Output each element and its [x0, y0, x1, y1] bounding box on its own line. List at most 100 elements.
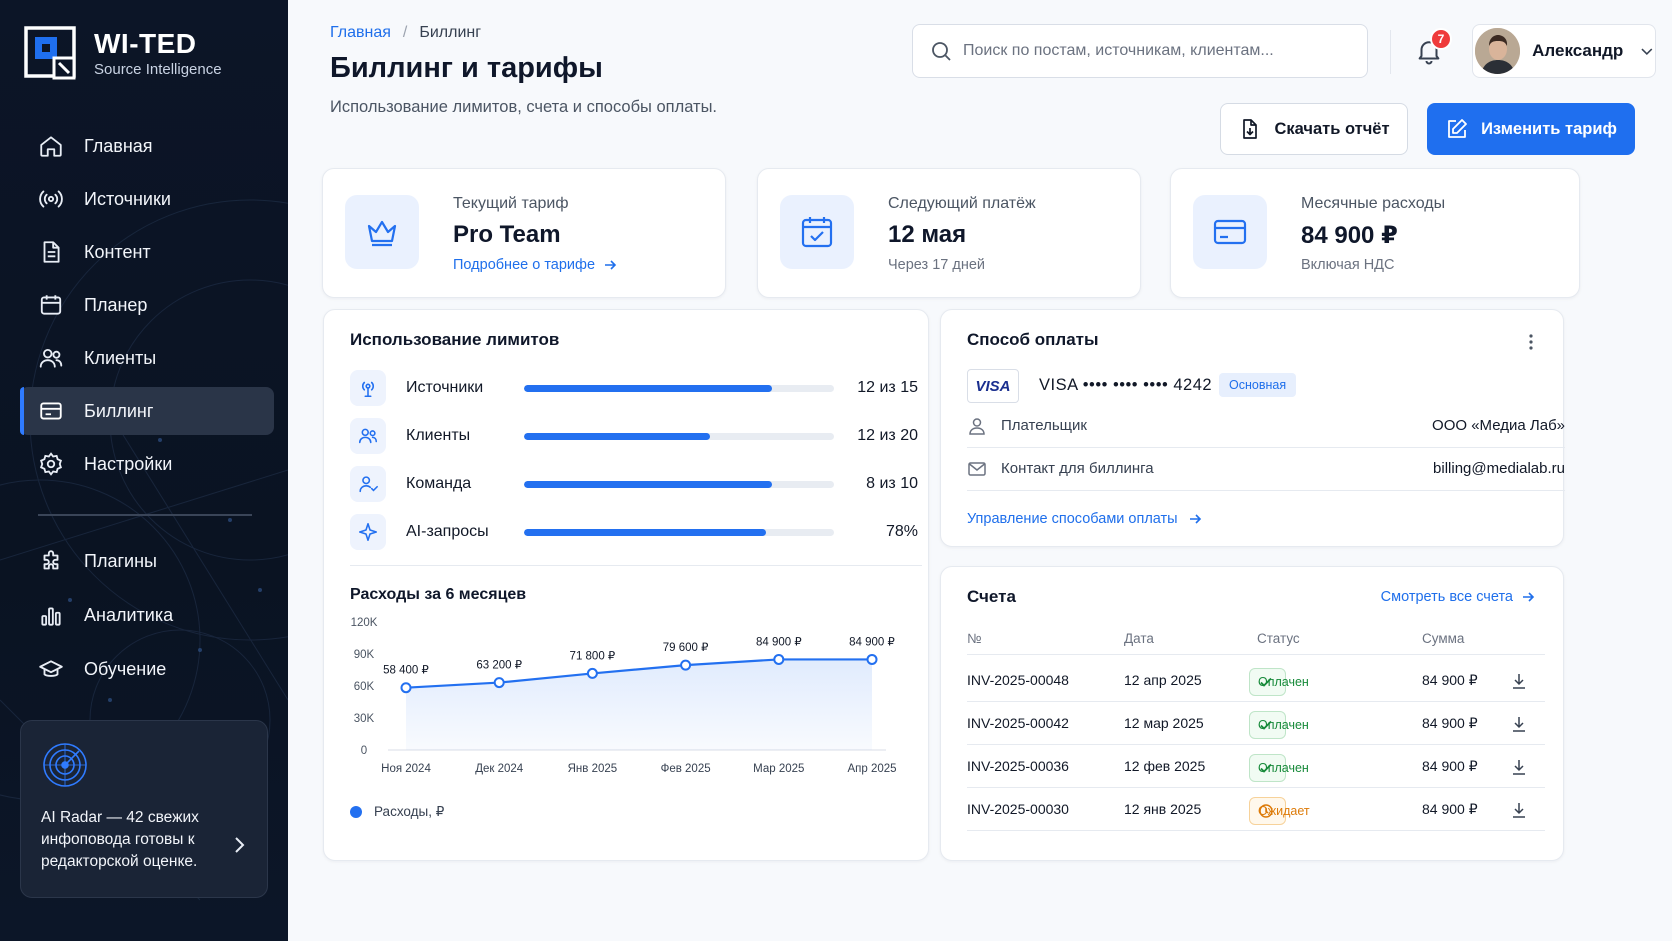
- avatar-image: [1475, 28, 1521, 74]
- calendar-icon: [40, 295, 62, 315]
- invoice-id: INV-2025-00036: [967, 758, 1069, 774]
- sidebar-item-settings[interactable]: Настройки: [20, 440, 274, 488]
- graduation-cap-icon: [39, 659, 63, 677]
- limit-label: AI-запросы: [406, 523, 489, 540]
- sidebar-item-clients[interactable]: Клиенты: [20, 334, 274, 382]
- limit-progress-bar: [524, 384, 834, 392]
- icon-box: [350, 514, 386, 550]
- limit-progress-fill: [524, 480, 772, 488]
- y-tick-label: 60K: [354, 681, 375, 693]
- status-text: Ожидает: [1258, 804, 1310, 818]
- series-area: [406, 659, 872, 750]
- sidebar-item-label: Плагины: [84, 551, 157, 571]
- next-payment-value: 12 мая: [888, 221, 967, 248]
- sidebar: WI-TED Source Intelligence Главная Источ…: [0, 0, 288, 941]
- sidebar-item-home[interactable]: Главная: [20, 122, 274, 170]
- spend-chart: 0 30K 60K 90K 120K 58 400 ₽ Ноя 2024 63 200 ₽ Де…: [351, 617, 897, 775]
- limits-card: Использование лимитов Источники 12 из 15…: [323, 309, 929, 861]
- status-badge: Оплачен: [1249, 754, 1309, 782]
- change-plan-label: Изменить тариф: [1481, 119, 1617, 138]
- next-payment-label: Следующий платёж: [888, 195, 1036, 212]
- download-icon[interactable]: [1509, 714, 1529, 734]
- contact-value: billing@medialab.ru: [1433, 460, 1565, 477]
- payment-title: Способ оплаты: [967, 330, 1099, 349]
- invoice-amount: 84 900 ₽: [1422, 758, 1478, 774]
- invoices-title: Счета: [967, 587, 1016, 606]
- change-plan-button[interactable]: Изменить тариф: [1427, 103, 1635, 155]
- logo-icon: [24, 26, 76, 80]
- chevron-down-icon: [1641, 48, 1653, 56]
- notification-badge: 7: [1430, 28, 1452, 50]
- limit-progress-fill: [524, 384, 772, 392]
- column-header: №: [967, 631, 982, 646]
- sidebar-item-billing[interactable]: Биллинг: [20, 387, 274, 435]
- header-divider: [1390, 30, 1391, 74]
- avatar: [1475, 28, 1521, 74]
- breadcrumb-home-link[interactable]: Главная: [330, 24, 391, 41]
- status-text: Оплачен: [1258, 675, 1309, 689]
- next-payment-card: Следующий платёж 12 мая Через 17 дней: [757, 168, 1141, 298]
- search-input[interactable]: [963, 42, 1343, 60]
- invoice-id: INV-2025-00030: [967, 801, 1069, 817]
- limit-row-sources: Источники 12 из 15: [350, 370, 918, 406]
- limit-value: 12 из 20: [857, 427, 918, 444]
- download-icon[interactable]: [1509, 800, 1529, 820]
- plan-details-link[interactable]: Подробнее о тарифе: [453, 257, 617, 273]
- limits-title: Использование лимитов: [350, 330, 560, 349]
- sidebar-item-content[interactable]: Контент: [20, 228, 274, 276]
- invoice-amount: 84 900 ₽: [1422, 715, 1478, 731]
- limits-divider: [350, 565, 922, 566]
- invoice-date: 12 апр 2025: [1124, 672, 1202, 688]
- download-report-button[interactable]: Скачать отчёт: [1220, 103, 1408, 155]
- data-point: [493, 677, 505, 689]
- users-icon: [358, 428, 378, 444]
- plan-label: Текущий тариф: [453, 195, 569, 212]
- sidebar-item-sources[interactable]: Источники: [20, 175, 274, 223]
- search-bar: [912, 24, 1368, 78]
- breadcrumb-current: Биллинг: [419, 24, 482, 41]
- invoice-row: INV-2025-00030 12 янв 2025 Ожидает 84 900 ₽: [967, 788, 1545, 831]
- brand-subtitle: Source Intelligence: [94, 60, 222, 78]
- bar-chart-icon: [41, 606, 61, 626]
- y-tick-label: 30K: [354, 713, 375, 725]
- download-icon[interactable]: [1509, 671, 1529, 691]
- limit-row-team: Команда 8 из 10: [350, 466, 918, 502]
- manage-payment-link[interactable]: Управление способами оплаты: [967, 511, 1202, 527]
- icon-box: [350, 418, 386, 454]
- sidebar-item-learning[interactable]: Обучение: [20, 645, 274, 694]
- download-report-label: Скачать отчёт: [1274, 119, 1390, 138]
- breadcrumb: Главная / Биллинг: [330, 24, 481, 42]
- limit-label: Клиенты: [406, 427, 471, 444]
- icon-box: [350, 370, 386, 406]
- users-icon: [39, 348, 63, 368]
- limit-value: 8 из 10: [866, 475, 918, 492]
- status-badge: Оплачен: [1249, 668, 1309, 696]
- x-tick-label: Дек 2024: [475, 763, 524, 775]
- more-options-icon[interactable]: [1521, 332, 1541, 352]
- legend-swatch: [350, 806, 362, 818]
- breadcrumb-separator: /: [402, 24, 408, 41]
- puzzle-icon: [43, 549, 59, 569]
- invoices-table-header: № Дата Статус Сумма: [967, 631, 1545, 655]
- download-icon[interactable]: [1509, 757, 1529, 777]
- icon-box: [350, 466, 386, 502]
- sidebar-item-label: Источники: [84, 188, 171, 209]
- payer-value: ООО «Медиа Лаб»: [1432, 417, 1565, 434]
- antenna-icon: [362, 381, 374, 398]
- sidebar-item-analytics[interactable]: Аналитика: [20, 591, 274, 640]
- limit-progress-fill: [524, 432, 710, 440]
- status-text: Оплачен: [1258, 718, 1309, 732]
- view-all-invoices-link[interactable]: Смотреть все счета: [1381, 589, 1535, 605]
- check-icon: [1260, 677, 1272, 687]
- sidebar-item-label: Контент: [84, 241, 151, 262]
- limit-progress-fill: [524, 528, 766, 536]
- sidebar-item-planner[interactable]: Планер: [20, 281, 274, 329]
- brand-logo[interactable]: WI-TED Source Intelligence: [24, 26, 222, 80]
- sidebar-item-label: Клиенты: [84, 347, 157, 368]
- ai-radar-promo[interactable]: AI Radar — 42 свежих инфоповода готовы к…: [20, 720, 268, 898]
- user-menu[interactable]: Александр: [1472, 24, 1656, 78]
- monthly-note: Включая НДС: [1301, 257, 1395, 273]
- data-label: 58 400 ₽: [383, 665, 429, 677]
- limit-row-ai: AI-запросы 78%: [350, 514, 918, 550]
- sidebar-item-plugins[interactable]: Плагины: [20, 537, 274, 586]
